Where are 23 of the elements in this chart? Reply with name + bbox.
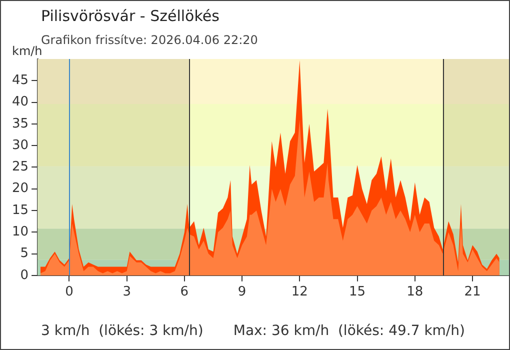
text: Max: 36 km/h (lökés: 49.7 km/h)	[233, 323, 465, 339]
text: 3 km/h (lökés: 3 km/h)	[41, 323, 204, 339]
y-tick-label: 35	[12, 116, 29, 132]
x-tick-label: 15	[349, 284, 366, 300]
y-tick-label: 45	[12, 73, 29, 88]
chart-title: Pilisvörösvár - Széllökés	[41, 7, 220, 25]
y-tick-label: 40	[12, 94, 29, 110]
y-tick-label: 15	[12, 202, 29, 218]
x-tick-label: 21	[464, 284, 481, 300]
x-tick-label: 12	[291, 284, 308, 300]
y-tick-label: 25	[12, 160, 29, 175]
x-tick-label: 6	[180, 284, 189, 300]
x-tick-label: 3	[122, 284, 131, 300]
y-tick-label: 0	[20, 268, 29, 283]
y-tick-label: 30	[12, 138, 29, 153]
y-axis-title: km/h	[12, 44, 42, 58]
x-tick-label: 0	[65, 284, 74, 300]
x-tick-label: 18	[406, 284, 424, 300]
y-tick-label: 20	[12, 181, 29, 196]
y-tick-label: 5	[20, 246, 29, 262]
chart-subtitle: Grafikon frissítve: 2026.04.06 22:20	[41, 33, 258, 47]
x-tick-label: 9	[238, 284, 246, 300]
y-tick-label: 10	[12, 224, 29, 240]
